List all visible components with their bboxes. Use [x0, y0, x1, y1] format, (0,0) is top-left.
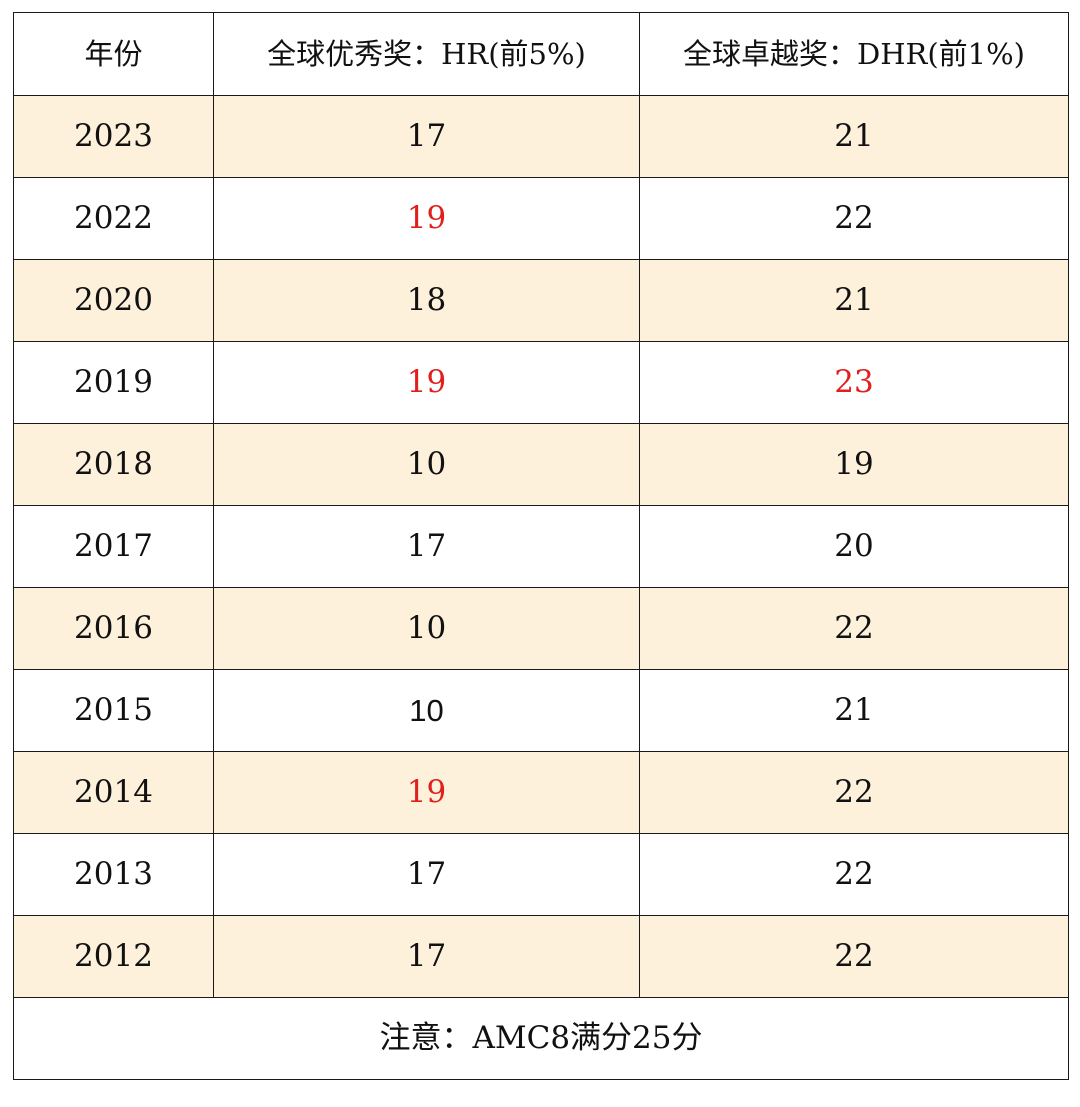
year-cell: 2013 — [13, 833, 214, 916]
header-row: 年份 全球优秀奖：HR(前5%) 全球卓越奖：DHR(前1%) — [13, 12, 1069, 96]
hr-cell: 10 — [213, 423, 640, 506]
table-row: 2018 10 19 — [13, 423, 1069, 506]
header-dhr: 全球卓越奖：DHR(前1%) — [639, 12, 1069, 96]
dhr-cell: 19 — [639, 423, 1069, 506]
dhr-cell: 21 — [639, 669, 1069, 752]
table-row: 2017 17 20 — [13, 505, 1069, 588]
header-hr: 全球优秀奖：HR(前5%) — [213, 12, 640, 96]
table-row: 2013 17 22 — [13, 833, 1069, 916]
table-row: 2014 19 22 — [13, 751, 1069, 834]
table-row: 2015 10 21 — [13, 669, 1069, 752]
hr-cell: 17 — [213, 915, 640, 998]
table-row: 2023 17 21 — [13, 95, 1069, 178]
year-cell: 2020 — [13, 259, 214, 342]
year-cell: 2018 — [13, 423, 214, 506]
dhr-cell: 21 — [639, 259, 1069, 342]
table-row: 2016 10 22 — [13, 587, 1069, 670]
dhr-cell: 21 — [639, 95, 1069, 178]
year-cell: 2014 — [13, 751, 214, 834]
dhr-cell: 22 — [639, 833, 1069, 916]
full-score-note: 注意：AMC8满分25分 — [13, 997, 1069, 1080]
hr-cell: 17 — [213, 833, 640, 916]
table-row: 2012 17 22 — [13, 915, 1069, 998]
year-cell: 2023 — [13, 95, 214, 178]
header-year: 年份 — [13, 12, 214, 96]
year-cell: 2012 — [13, 915, 214, 998]
dhr-cell: 22 — [639, 177, 1069, 260]
hr-cell: 17 — [213, 505, 640, 588]
dhr-cell: 22 — [639, 915, 1069, 998]
table-row: 2022 19 22 — [13, 177, 1069, 260]
amc8-score-table: 年份 全球优秀奖：HR(前5%) 全球卓越奖：DHR(前1%) 2023 17 … — [13, 12, 1069, 1080]
year-cell: 2016 — [13, 587, 214, 670]
table-row: 2020 18 21 — [13, 259, 1069, 342]
hr-cell: 10 — [213, 669, 640, 752]
hr-cell: 17 — [213, 95, 640, 178]
hr-cell: 19 — [213, 751, 640, 834]
hr-cell: 10 — [213, 587, 640, 670]
dhr-cell: 22 — [639, 587, 1069, 670]
note-row: 注意：AMC8满分25分 — [13, 997, 1069, 1080]
dhr-cell: 22 — [639, 751, 1069, 834]
year-cell: 2017 — [13, 505, 214, 588]
hr-cell: 18 — [213, 259, 640, 342]
table-row: 2019 19 23 — [13, 341, 1069, 424]
year-cell: 2015 — [13, 669, 214, 752]
year-cell: 2022 — [13, 177, 214, 260]
year-cell: 2019 — [13, 341, 214, 424]
hr-cell: 19 — [213, 341, 640, 424]
dhr-cell: 20 — [639, 505, 1069, 588]
dhr-cell: 23 — [639, 341, 1069, 424]
hr-cell: 19 — [213, 177, 640, 260]
